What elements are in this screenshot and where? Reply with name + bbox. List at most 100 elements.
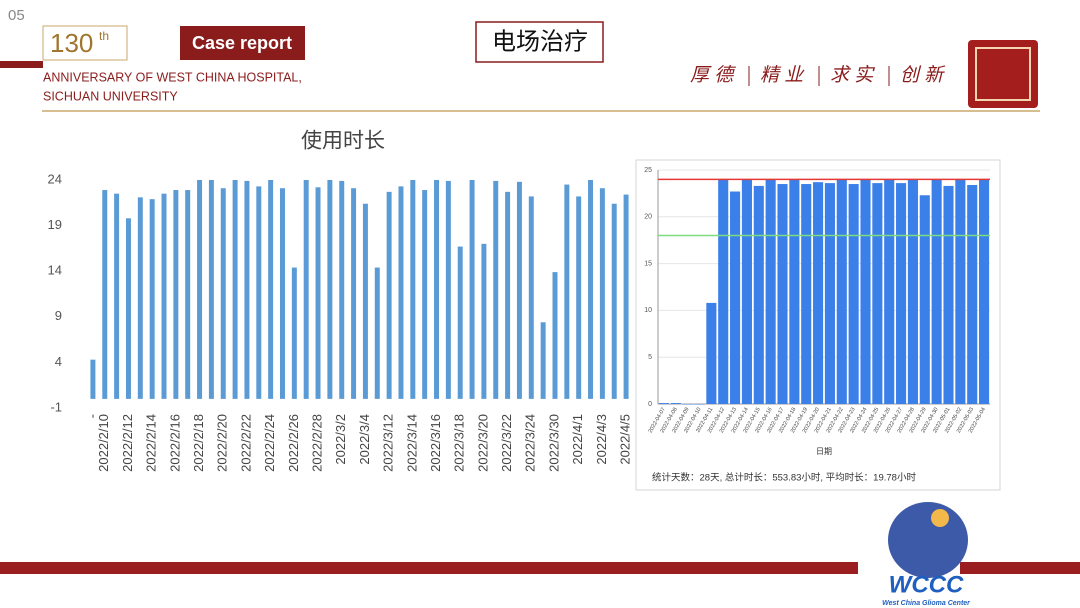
red-strip	[0, 61, 43, 68]
y-tick-label: 19	[48, 217, 62, 232]
x-tick-label: 2022/3/30	[546, 414, 561, 472]
y-tick-label: 20	[644, 214, 652, 221]
bar	[588, 180, 594, 399]
bar	[682, 404, 693, 405]
bar	[90, 359, 96, 399]
bar	[386, 191, 392, 399]
x-tick-label: 2022/2/16	[167, 414, 182, 472]
x-tick-label: 2022/2/26	[286, 414, 301, 472]
x-tick-label: 2022/4/3	[594, 414, 609, 465]
bar	[718, 179, 729, 404]
bar	[658, 403, 669, 404]
bar	[208, 180, 214, 399]
logo-name: West China Glioma Center	[882, 600, 971, 607]
bar	[505, 191, 511, 399]
bar	[599, 188, 605, 399]
y-tick-label: 10	[644, 307, 652, 314]
bar	[422, 190, 428, 399]
x-tick-label: 2022/2/22	[238, 414, 253, 472]
slide-title: 电场治疗	[492, 28, 588, 55]
x-tick-label: 2022/3/18	[452, 414, 467, 472]
bar	[362, 203, 368, 399]
bar	[197, 180, 203, 399]
footer-bar	[0, 562, 858, 574]
seal	[968, 40, 1038, 108]
bar	[801, 184, 812, 404]
bar	[173, 190, 179, 399]
motto-word: 厚 德	[690, 64, 736, 86]
tumor-mark	[931, 509, 949, 527]
x-tick-label: 2022/4/5	[618, 414, 633, 465]
bar	[777, 184, 788, 404]
x-tick-label: 2022/2/10	[96, 414, 111, 472]
bar	[943, 185, 954, 404]
bar	[884, 179, 895, 404]
bar	[457, 246, 463, 399]
x-axis-label: 日期	[816, 447, 832, 456]
x-tick-label: 2022/3/20	[475, 414, 490, 472]
chart-title: 使用时长	[301, 130, 385, 153]
bar	[931, 179, 942, 404]
x-tick-label: 2022/3/12	[381, 414, 396, 472]
brain-logo	[888, 502, 968, 578]
footer-bar-right	[960, 562, 1080, 574]
hospital-line1: ANNIVERSARY OF WEST CHINA HOSPITAL,	[43, 70, 302, 84]
bar	[291, 267, 297, 399]
bar	[434, 180, 439, 399]
bar	[860, 179, 871, 404]
bar	[516, 181, 522, 399]
motto-word: 求 实	[830, 64, 875, 86]
y-tick-label: -1	[50, 399, 62, 414]
badge-text: Case report	[192, 33, 292, 53]
bar	[232, 180, 238, 399]
x-tick-label: 2022/2/14	[144, 414, 159, 472]
bar	[185, 190, 191, 399]
x-tick-label: 2022/2/20	[215, 414, 230, 472]
x-tick-label: 2022/2/28	[309, 414, 324, 472]
bar	[102, 190, 108, 399]
bar	[540, 322, 546, 399]
y-tick-label: 0	[648, 401, 652, 408]
badge	[180, 26, 305, 60]
bar	[398, 186, 404, 399]
bar	[137, 197, 143, 399]
x-tick-label: 2022/3/4	[357, 414, 372, 465]
bar	[753, 185, 764, 404]
logo-acronym: WCCC	[889, 571, 964, 598]
bar	[114, 193, 120, 399]
title-box	[475, 21, 604, 63]
x-tick-label: 2022/3/22	[499, 414, 514, 472]
bar	[694, 404, 705, 405]
bar	[315, 187, 321, 399]
bar	[907, 179, 918, 404]
x-tick-label: 2022/2/18	[191, 414, 206, 472]
bar	[256, 186, 262, 399]
bar	[125, 218, 131, 399]
bar	[339, 180, 345, 399]
bar	[220, 188, 226, 399]
x-tick-label: 2022/2/12	[120, 414, 135, 472]
x-tick-label: 2022/4/1	[570, 414, 585, 465]
motto-word: 创 新	[900, 64, 946, 86]
bar	[706, 302, 717, 404]
seal-inner	[975, 47, 1031, 101]
anniversary-number: 130	[50, 28, 93, 58]
bar	[979, 179, 990, 404]
y-tick-label: 15	[644, 260, 652, 267]
bar	[789, 179, 800, 404]
x-tick-label: 2022/3/24	[523, 414, 538, 472]
y-tick-label: 25	[644, 167, 652, 174]
bar	[813, 182, 824, 404]
y-tick-label: 4	[55, 354, 62, 369]
bar	[410, 180, 416, 399]
bar	[528, 196, 534, 399]
bar	[469, 180, 475, 399]
x-tick-label: 2022/2/24	[262, 414, 277, 472]
bar	[161, 193, 167, 399]
bar	[848, 184, 859, 404]
bar	[967, 184, 978, 404]
bar	[824, 183, 835, 404]
bar	[564, 184, 570, 399]
bar	[765, 179, 776, 404]
